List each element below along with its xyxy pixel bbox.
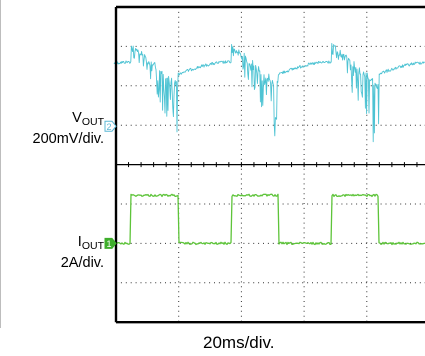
iout-label: IOUT 2A/div.: [61, 234, 104, 272]
vout-scale: 200mV/div.: [32, 131, 104, 147]
iout-scale: 2A/div.: [60, 255, 104, 271]
channel-2-marker: 2: [104, 120, 117, 132]
channel-marker-number: 2: [106, 122, 111, 132]
vout-label: VOUT 200mV/div.: [33, 110, 104, 148]
time-scale-label: 20ms/div.: [203, 333, 275, 352]
channel-marker-shape: [104, 120, 117, 132]
channel-marker-number: 1: [106, 239, 111, 249]
vout-trace: [113, 42, 425, 143]
iout-trace: [113, 193, 425, 246]
channel-1-marker: 1: [104, 237, 117, 249]
image-left-edge: [0, 0, 1, 328]
iout-symbol: I: [77, 234, 82, 250]
plot-frame: [114, 5, 425, 324]
plot-grid: [116, 7, 425, 323]
vout-symbol: V: [72, 110, 82, 126]
channel-marker-shape: [104, 237, 117, 249]
vout-subscript: OUT: [81, 116, 104, 128]
iout-subscript: OUT: [81, 240, 104, 252]
